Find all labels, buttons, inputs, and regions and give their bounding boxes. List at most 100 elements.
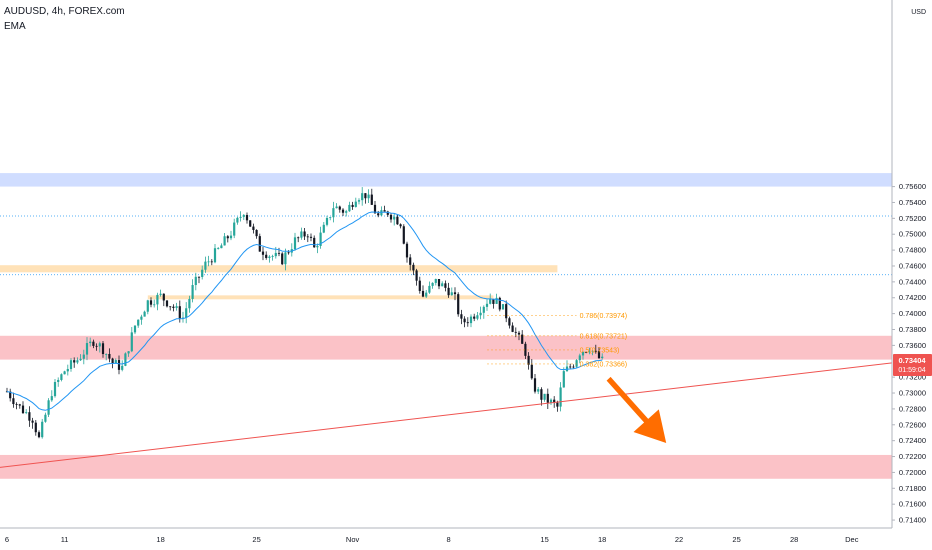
candle[interactable] (207, 255, 210, 267)
candle[interactable] (175, 302, 178, 311)
candle[interactable] (284, 248, 287, 271)
candle[interactable] (162, 293, 165, 307)
candle[interactable] (114, 358, 117, 364)
candle[interactable] (105, 353, 108, 361)
candle[interactable] (396, 214, 399, 225)
candle[interactable] (229, 230, 233, 241)
candle[interactable] (117, 355, 121, 375)
candle[interactable] (527, 352, 530, 370)
candle[interactable] (463, 316, 466, 328)
candle[interactable] (41, 418, 44, 439)
candle[interactable] (258, 233, 261, 252)
candle[interactable] (89, 337, 92, 347)
candle[interactable] (217, 247, 220, 250)
candle[interactable] (149, 297, 153, 308)
candle[interactable] (556, 400, 559, 412)
candle[interactable] (345, 209, 348, 217)
candle[interactable] (220, 243, 223, 249)
candle[interactable] (127, 351, 130, 357)
candle[interactable] (588, 347, 591, 355)
candle[interactable] (73, 357, 76, 368)
candle[interactable] (98, 341, 101, 353)
candle[interactable] (133, 325, 137, 335)
candle[interactable] (201, 265, 204, 280)
candle[interactable] (169, 306, 172, 311)
candle[interactable] (508, 316, 511, 329)
candle[interactable] (297, 236, 300, 243)
fibonacci-layer[interactable]: 0.786(0.73974) 0.618(0.73721) 0.5(0.73543)… (487, 313, 627, 368)
candle[interactable] (332, 201, 335, 223)
candle[interactable] (322, 222, 325, 234)
candle[interactable] (185, 302, 188, 324)
candle[interactable] (159, 289, 162, 297)
candle[interactable] (601, 353, 604, 360)
candle[interactable] (329, 216, 332, 221)
candle[interactable] (21, 401, 25, 415)
candle[interactable] (300, 227, 303, 240)
candle[interactable] (197, 276, 201, 284)
candle[interactable] (543, 393, 546, 402)
candle[interactable] (348, 201, 351, 212)
candle[interactable] (172, 304, 175, 312)
candle[interactable] (578, 353, 581, 364)
candle[interactable] (60, 373, 63, 382)
candle[interactable] (245, 212, 249, 224)
candle[interactable] (386, 210, 389, 217)
candle[interactable] (57, 377, 60, 387)
zone-orange-2[interactable] (147, 295, 494, 300)
candle[interactable] (501, 304, 505, 310)
candle[interactable] (53, 379, 57, 398)
candle[interactable] (546, 388, 549, 410)
candle[interactable] (370, 188, 373, 205)
candle[interactable] (428, 281, 431, 294)
candle[interactable] (63, 370, 66, 375)
candle[interactable] (153, 299, 156, 308)
candle[interactable] (597, 347, 601, 360)
price-axis-background[interactable] (892, 0, 932, 550)
candle[interactable] (79, 354, 82, 362)
candle[interactable] (188, 295, 191, 313)
candle[interactable] (325, 215, 329, 227)
candle[interactable] (466, 317, 469, 327)
candle[interactable] (357, 198, 361, 205)
candle[interactable] (460, 309, 463, 325)
candle[interactable] (521, 330, 524, 344)
candle[interactable] (108, 348, 111, 363)
candle[interactable] (469, 314, 473, 328)
candle[interactable] (540, 387, 543, 406)
candle[interactable] (12, 392, 15, 408)
candle[interactable] (367, 189, 370, 203)
candle[interactable] (559, 382, 562, 412)
candle[interactable] (239, 211, 242, 222)
candle[interactable] (309, 233, 313, 242)
candle[interactable] (213, 244, 217, 264)
candle[interactable] (140, 314, 143, 325)
candle[interactable] (223, 232, 226, 246)
candle[interactable] (354, 197, 357, 208)
candle[interactable] (572, 364, 575, 369)
candle[interactable] (156, 292, 159, 311)
candle[interactable] (373, 200, 377, 214)
candle[interactable] (537, 387, 540, 395)
candle[interactable] (498, 296, 501, 312)
candle[interactable] (25, 409, 28, 415)
candle[interactable] (268, 255, 271, 263)
candle[interactable] (121, 360, 124, 372)
candle[interactable] (425, 289, 428, 299)
candle[interactable] (92, 339, 95, 349)
candle[interactable] (412, 262, 415, 276)
candle[interactable] (82, 349, 85, 365)
candle[interactable] (581, 351, 585, 360)
candle[interactable] (383, 205, 386, 212)
candle[interactable] (226, 235, 229, 243)
candle[interactable] (319, 226, 322, 249)
candle[interactable] (447, 282, 450, 298)
candle[interactable] (85, 337, 89, 361)
candle[interactable] (252, 223, 255, 234)
candle[interactable] (549, 398, 553, 405)
candle[interactable] (524, 341, 527, 360)
candle[interactable] (210, 259, 213, 266)
candle[interactable] (76, 357, 79, 365)
candle[interactable] (293, 232, 297, 251)
